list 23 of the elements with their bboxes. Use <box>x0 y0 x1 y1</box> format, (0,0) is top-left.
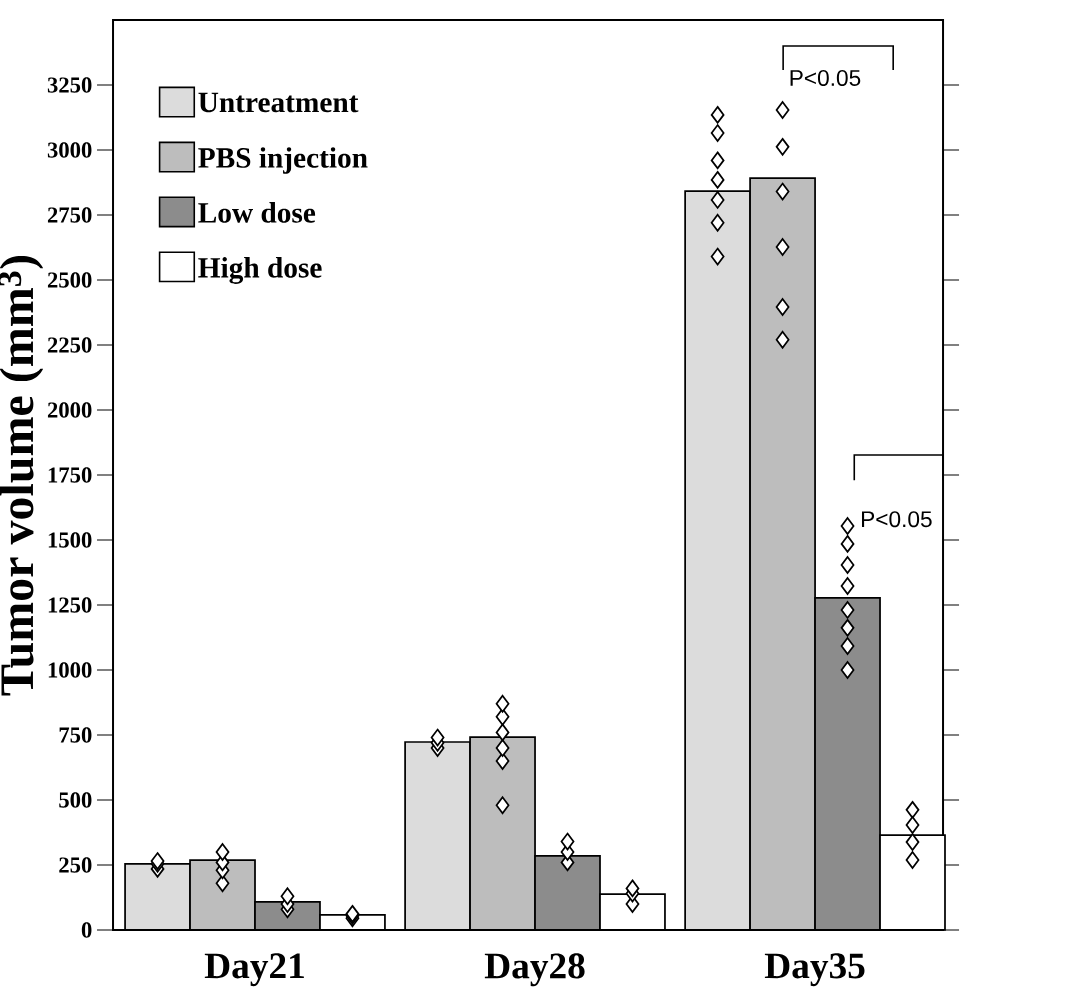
legend-label: Low dose <box>198 202 316 223</box>
legend-label: Untreatment <box>198 92 359 113</box>
y-tick-label: 500 <box>59 792 92 808</box>
y-tick-label: 750 <box>59 727 92 743</box>
y-tick-label: 1250 <box>48 597 92 613</box>
y-tick-label: 2750 <box>47 207 92 223</box>
y-tick-label: 250 <box>59 857 92 873</box>
y-tick-label: 1750 <box>48 467 92 483</box>
y-tick-label: 2000 <box>47 402 92 418</box>
x-tick-label: Day28 <box>484 953 585 987</box>
y-tick-label: 0 <box>81 922 92 938</box>
y-tick-label: 2500 <box>47 272 92 288</box>
y-tick-label: 3250 <box>47 77 92 93</box>
legend-label: High dose <box>198 257 322 284</box>
annotation: P<0.05 <box>861 511 932 528</box>
x-tick-label: Day35 <box>764 953 865 987</box>
y-tick-label: 1500 <box>48 532 92 548</box>
y-tick-label: 1000 <box>48 662 92 678</box>
y-tick-label: 3000 <box>47 142 92 158</box>
annotation: P<0.05 <box>790 69 861 86</box>
legend-label: PBS injection <box>198 147 368 174</box>
x-tick-label: Day21 <box>204 953 304 987</box>
y-tick-label: 2250 <box>47 337 92 353</box>
